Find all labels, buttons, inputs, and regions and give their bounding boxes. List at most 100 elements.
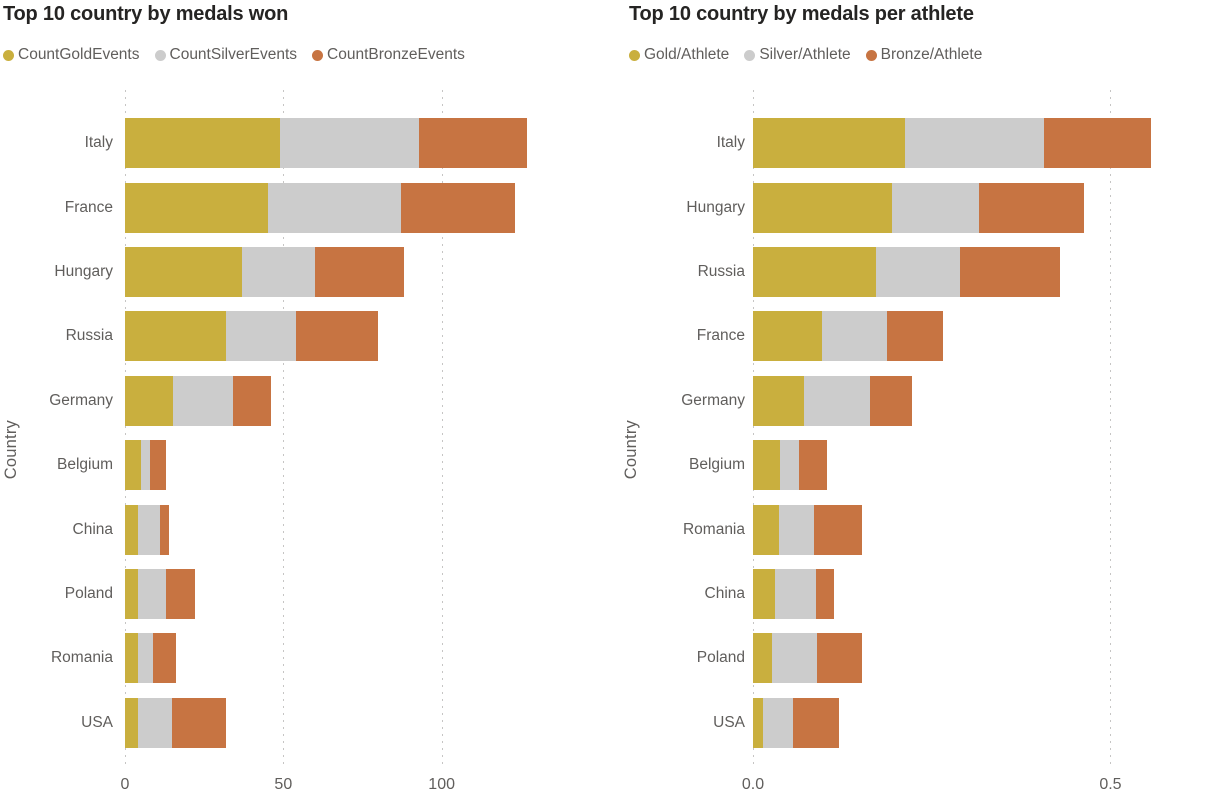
bar-segment-gold[interactable] xyxy=(753,375,805,426)
bar-segment-bronze[interactable] xyxy=(172,697,227,748)
bar-segment-silver[interactable] xyxy=(822,311,888,362)
bar-segment-silver[interactable] xyxy=(775,568,816,619)
bar-segment-gold[interactable] xyxy=(753,504,780,555)
bar-segment-silver[interactable] xyxy=(242,246,315,297)
bar-segment-gold[interactable] xyxy=(753,440,781,491)
x-tick-label: 50 xyxy=(274,776,293,793)
x-tick-label: 0.5 xyxy=(1099,776,1122,793)
bar-segment-gold[interactable] xyxy=(753,633,773,684)
legend-item[interactable]: CountBronzeEvents xyxy=(312,46,465,64)
legend-item[interactable]: Silver/Athlete xyxy=(744,46,851,64)
bar-segment-gold[interactable] xyxy=(125,311,227,362)
bar-segment-silver[interactable] xyxy=(137,697,173,748)
bar-track xyxy=(125,118,600,169)
bar-segment-bronze[interactable] xyxy=(815,568,834,619)
legend-item[interactable]: CountSilverEvents xyxy=(154,46,297,64)
bar-segment-bronze[interactable] xyxy=(419,118,528,169)
bar-segment-bronze[interactable] xyxy=(232,375,271,426)
bar-segment-gold[interactable] xyxy=(753,182,892,233)
bar-row: USA xyxy=(0,691,616,755)
bar-segment-bronze[interactable] xyxy=(793,697,840,748)
bar-segment-bronze[interactable] xyxy=(150,440,167,491)
bar-track xyxy=(125,246,600,297)
bar-track xyxy=(753,697,1232,748)
bar-rows: Italy Hungary Russia France Germany Belgium Ro… xyxy=(616,90,1232,755)
bar-row: Hungary xyxy=(0,240,616,304)
bar-segment-bronze[interactable] xyxy=(870,375,912,426)
bar-segment-gold[interactable] xyxy=(125,118,281,169)
category-label: Russia xyxy=(697,262,745,280)
bar-track xyxy=(125,504,600,555)
bar-segment-gold[interactable] xyxy=(753,697,763,748)
bar-segment-silver[interactable] xyxy=(137,568,167,619)
bar-segment-silver[interactable] xyxy=(226,311,296,362)
legend-item-label: Gold/Athlete xyxy=(644,46,730,63)
bar-segment-silver[interactable] xyxy=(172,375,233,426)
bar-row: Germany xyxy=(616,369,1232,433)
bar-segment-bronze[interactable] xyxy=(817,633,863,684)
bar-segment-silver[interactable] xyxy=(779,504,814,555)
category-label: Germany xyxy=(49,391,113,409)
bar-segment-silver[interactable] xyxy=(905,118,1044,169)
bar-segment-bronze[interactable] xyxy=(978,182,1084,233)
bar-segment-silver[interactable] xyxy=(280,118,420,169)
bar-segment-gold[interactable] xyxy=(753,246,876,297)
bar-segment-silver[interactable] xyxy=(891,182,979,233)
category-label: Russia xyxy=(65,327,113,345)
legend-item[interactable]: Gold/Athlete xyxy=(629,46,729,64)
legend-item[interactable]: Bronze/Athlete xyxy=(865,46,982,64)
bar-segment-bronze[interactable] xyxy=(166,568,195,619)
bar-segment-bronze[interactable] xyxy=(798,440,827,491)
bar-segment-gold[interactable] xyxy=(125,633,138,684)
bar-segment-silver[interactable] xyxy=(763,697,794,748)
bar-segment-silver[interactable] xyxy=(804,375,871,426)
gridline xyxy=(441,90,443,768)
bar-segment-gold[interactable] xyxy=(125,568,138,619)
bar-segment-bronze[interactable] xyxy=(960,246,1061,297)
bar-segment-gold[interactable] xyxy=(753,568,776,619)
bar-row: Poland xyxy=(0,562,616,626)
bar-segment-bronze[interactable] xyxy=(159,504,170,555)
bar-segment-gold[interactable] xyxy=(125,182,268,233)
bar-segment-bronze[interactable] xyxy=(887,311,944,362)
bar-segment-bronze[interactable] xyxy=(400,182,515,233)
chart-medals-won: Top 10 country by medals won CountGoldEv… xyxy=(0,3,616,793)
bar-segment-bronze[interactable] xyxy=(314,246,404,297)
chart-title: Top 10 country by medals per athlete xyxy=(629,3,974,25)
bar-row: USA xyxy=(616,691,1232,755)
bar-segment-gold[interactable] xyxy=(753,311,823,362)
bar-segment-silver[interactable] xyxy=(267,182,401,233)
bar-segment-silver[interactable] xyxy=(772,633,818,684)
category-label: Romania xyxy=(50,649,113,667)
bar-track xyxy=(753,311,1232,362)
bar-segment-silver[interactable] xyxy=(137,504,160,555)
bar-segment-gold[interactable] xyxy=(125,504,138,555)
bar-segment-gold[interactable] xyxy=(125,246,243,297)
bar-segment-gold[interactable] xyxy=(125,440,141,491)
bar-segment-bronze[interactable] xyxy=(153,633,176,684)
category-label: USA xyxy=(713,713,745,731)
bar-row: Poland xyxy=(616,626,1232,690)
legend-marker-icon xyxy=(312,49,324,61)
category-label: Belgium xyxy=(689,456,745,474)
bar-segment-silver[interactable] xyxy=(780,440,799,491)
legend-marker-icon xyxy=(744,49,756,61)
bar-segment-gold[interactable] xyxy=(125,375,173,426)
gridline xyxy=(753,90,754,768)
bar-segment-gold[interactable] xyxy=(753,118,906,169)
bar-segment-silver[interactable] xyxy=(875,246,961,297)
bar-segment-gold[interactable] xyxy=(125,697,138,748)
bar-segment-silver[interactable] xyxy=(140,440,151,491)
legend-item[interactable]: CountGoldEvents xyxy=(3,46,140,64)
bar-segment-silver[interactable] xyxy=(137,633,154,684)
bar-row: China xyxy=(616,562,1232,626)
gridline xyxy=(1110,90,1112,768)
bar-segment-bronze[interactable] xyxy=(813,504,862,555)
category-label: Germany xyxy=(681,391,745,409)
bar-track xyxy=(125,568,600,619)
bar-segment-bronze[interactable] xyxy=(1043,118,1152,169)
plot-area: Country Italy Hungary Russia France Germany B… xyxy=(616,90,1232,801)
gridline xyxy=(283,90,285,768)
bar-segment-bronze[interactable] xyxy=(295,311,379,362)
